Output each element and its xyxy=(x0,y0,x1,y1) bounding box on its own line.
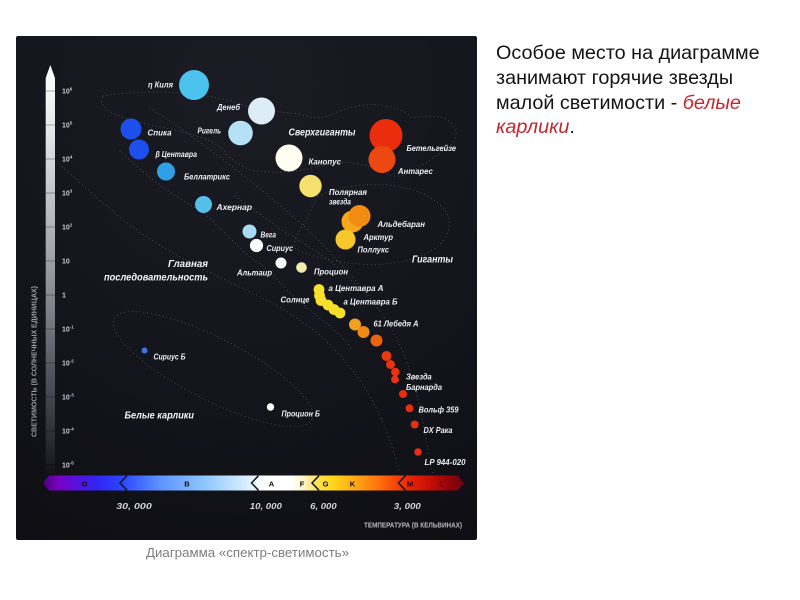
svg-text:Процион: Процион xyxy=(314,268,348,277)
svg-text:Солнце: Солнце xyxy=(281,296,310,305)
svg-text:Вольф 359: Вольф 359 xyxy=(419,406,459,415)
svg-text:Ригель: Ригель xyxy=(198,127,222,136)
svg-text:102: 102 xyxy=(62,223,73,232)
svg-text:3, 000: 3, 000 xyxy=(394,501,421,511)
svg-text:СВЕТИМОСТЬ (В СОЛНЕЧНЫХ ЕДИНИЦ: СВЕТИМОСТЬ (В СОЛНЕЧНЫХ ЕДИНИЦАХ) xyxy=(32,286,39,437)
svg-text:G: G xyxy=(323,479,329,488)
svg-text:Денеб: Денеб xyxy=(216,102,241,112)
svg-text:Вега: Вега xyxy=(261,231,277,240)
svg-text:звезда: звезда xyxy=(329,198,351,207)
svg-text:Альдебаран: Альдебаран xyxy=(377,219,425,229)
svg-text:L: L xyxy=(439,479,444,488)
svg-text:Сириус: Сириус xyxy=(267,244,294,253)
svg-text:Звезда: Звезда xyxy=(406,373,432,382)
svg-text:ТЕМПЕРАТУРА (В КЕЛЬВИНАХ): ТЕМПЕРАТУРА (В КЕЛЬВИНАХ) xyxy=(364,521,462,530)
svg-text:103: 103 xyxy=(62,189,73,198)
svg-text:Белые карлики: Белые карлики xyxy=(125,410,195,422)
svg-text:61 Лебедя А: 61 Лебедя А xyxy=(374,319,419,329)
svg-text:10-5: 10-5 xyxy=(62,461,74,470)
svg-text:A: A xyxy=(269,479,275,488)
svg-text:104: 104 xyxy=(62,155,73,164)
svg-text:105: 105 xyxy=(62,121,73,130)
svg-text:30, 000: 30, 000 xyxy=(116,501,152,511)
svg-text:O: O xyxy=(82,479,88,488)
svg-text:Ахернар: Ахернар xyxy=(215,203,252,212)
svg-text:β Центавра: β Центавра xyxy=(155,150,198,159)
svg-text:Антарес: Антарес xyxy=(397,167,433,176)
svg-text:Альтаир: Альтаир xyxy=(236,269,272,278)
svg-text:последовательность: последовательность xyxy=(104,272,208,284)
svg-text:10-1: 10-1 xyxy=(62,325,74,334)
svg-text:Барнарда: Барнарда xyxy=(406,383,442,392)
svg-text:M: M xyxy=(407,479,413,488)
svg-text:K: K xyxy=(350,479,356,488)
svg-text:10, 000: 10, 000 xyxy=(250,501,282,511)
svg-text:106: 106 xyxy=(62,87,73,96)
svg-text:Гиганты: Гиганты xyxy=(412,254,453,266)
svg-text:Беллатрикс: Беллатрикс xyxy=(184,173,230,182)
svg-text:10: 10 xyxy=(62,259,70,266)
svg-text:а Центавра Б: а Центавра Б xyxy=(344,298,398,307)
svg-text:10-4: 10-4 xyxy=(62,427,74,436)
svg-text:η Киля: η Киля xyxy=(148,81,173,90)
svg-text:Арктур: Арктур xyxy=(363,233,393,242)
svg-text:Главная: Главная xyxy=(168,258,208,270)
svg-text:Бетельгейзе: Бетельгейзе xyxy=(407,144,457,153)
svg-text:1: 1 xyxy=(62,293,66,300)
svg-text:Поллукс: Поллукс xyxy=(358,246,390,255)
svg-text:LP 944-020: LP 944-020 xyxy=(425,458,466,467)
svg-text:Сверхгиганты: Сверхгиганты xyxy=(289,127,356,139)
svg-text:Полярная: Полярная xyxy=(329,188,367,197)
svg-text:F: F xyxy=(300,479,305,488)
svg-text:10-2: 10-2 xyxy=(62,359,74,368)
svg-text:DX Рака: DX Рака xyxy=(424,426,453,435)
svg-text:Канопус: Канопус xyxy=(309,158,342,167)
svg-text:Спика: Спика xyxy=(148,129,172,138)
svg-text:Процион Б: Процион Б xyxy=(282,410,321,419)
svg-text:6, 000: 6, 000 xyxy=(310,501,337,511)
svg-text:а Центавра А: а Центавра А xyxy=(329,284,384,293)
svg-text:Сириус Б: Сириус Б xyxy=(154,353,186,362)
svg-text:10-3: 10-3 xyxy=(62,393,74,402)
svg-text:B: B xyxy=(184,479,190,488)
